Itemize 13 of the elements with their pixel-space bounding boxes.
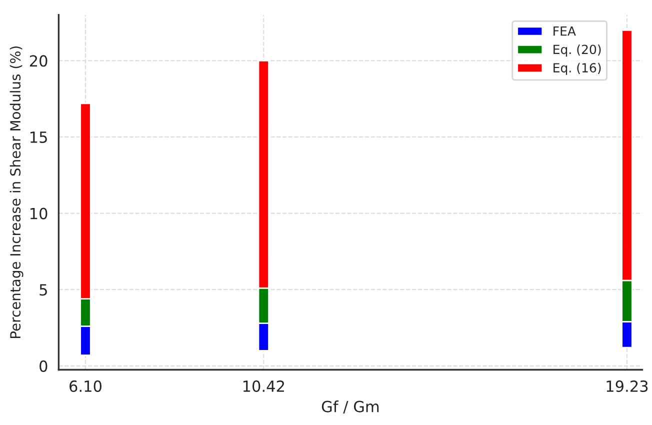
legend-label: FEA [554, 26, 576, 36]
y-tick-label: 0 [40, 360, 48, 372]
y-axis-title: Percentage Increase in Shear Modulus (%) [10, 46, 24, 338]
legend-label: Eq. (16) [554, 62, 601, 75]
x-axis-title: Gf / Gm [322, 400, 379, 414]
x-tick-label: 19.23 [606, 380, 648, 392]
x-tick-label: 6.10 [70, 380, 102, 392]
legend-label: Eq. (20) [554, 44, 601, 57]
y-tick-label: 15 [30, 132, 47, 144]
y-tick-label: 5 [40, 284, 47, 296]
y-tick-label: 10 [30, 208, 48, 220]
y-tick-label: 20 [30, 55, 48, 67]
x-tick-label: 10.42 [243, 380, 284, 392]
